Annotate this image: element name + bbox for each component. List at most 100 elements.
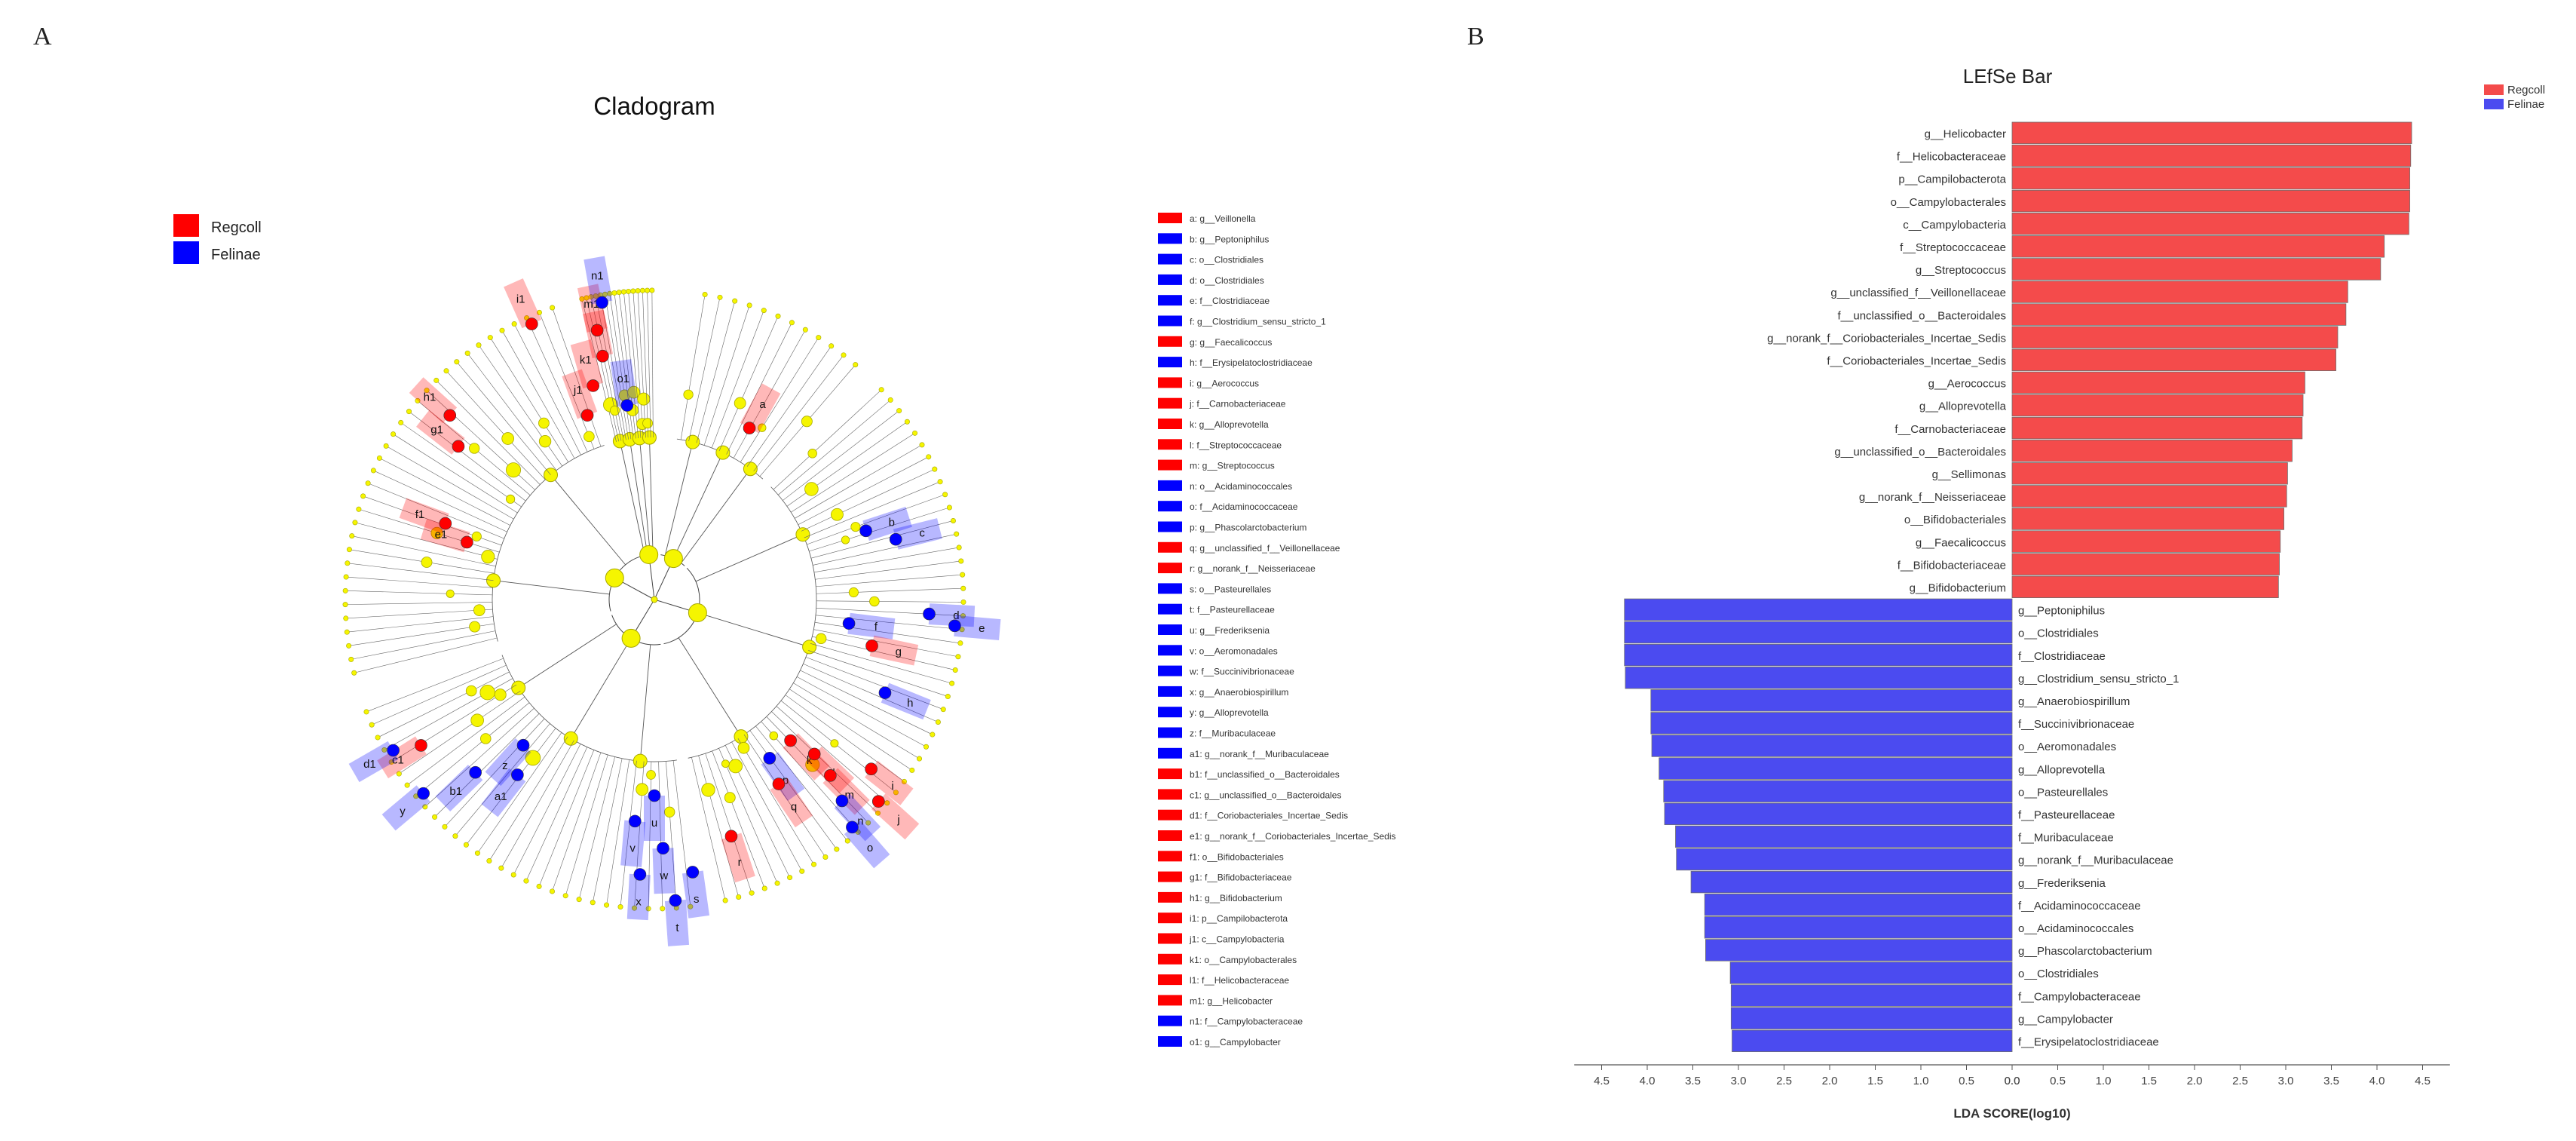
lefse-tick-label: 2.0	[1822, 1075, 1838, 1087]
biomarker-letter: c1	[392, 753, 404, 766]
tree-node	[469, 621, 481, 633]
key-swatch	[1158, 295, 1182, 306]
tree-leaf-node	[343, 574, 349, 580]
tree-leaf-branch	[812, 636, 956, 670]
key-entry-label: b1: f__unclassified_o__Bacteroidales	[1190, 769, 1340, 780]
tree-node	[511, 680, 526, 695]
tree-leaf-node	[660, 906, 666, 912]
tree-leaf-branch	[351, 630, 496, 660]
biomarker-letter: e	[979, 622, 985, 635]
tree-leaf-node	[761, 308, 767, 314]
lefse-bar-label: g__norank_f__Neisseriaceae	[1859, 491, 2006, 504]
tree-leaf-branch	[368, 483, 504, 539]
key-entry-label: e: f__Clostridiaceae	[1190, 296, 1270, 306]
lefse-bar-label: o__Acidaminococcales	[2018, 922, 2133, 935]
key-entry-label: f1: o__Bifidobacteriales	[1190, 851, 1284, 862]
tree-leaf-node	[352, 520, 358, 526]
tree-leaf-node	[370, 468, 376, 474]
tree-leaf-branch	[753, 354, 844, 472]
lefse-bar-regcoll-16	[2011, 485, 2287, 508]
tree-node	[802, 640, 817, 655]
key-entry-label: k: g__Alloprevotella	[1190, 419, 1269, 430]
tree-leaf-node	[442, 824, 448, 830]
lefse-bar-label: g__Aerococcus	[1928, 378, 2006, 391]
lefse-bar-chart: LEfSe Bar Regcoll Felinae g__Helicobacte…	[1574, 65, 2545, 1121]
tree-leaf-branch	[815, 615, 963, 630]
tree-node	[734, 729, 749, 744]
key-swatch	[1158, 213, 1182, 223]
tree-node	[721, 759, 730, 768]
key-swatch	[1158, 480, 1182, 491]
tree-leaf-branch	[501, 330, 575, 459]
tree-leaf-branch	[633, 290, 644, 438]
key-swatch	[1158, 871, 1182, 882]
tree-leaf-branch	[434, 713, 540, 817]
tree-node	[830, 739, 839, 748]
tree-leaf-node	[432, 814, 438, 820]
tree-leaf-branch	[785, 695, 905, 782]
tree-leaf-branch	[805, 657, 944, 710]
tree-leaf-node	[630, 288, 636, 294]
tree-leaf-node	[590, 900, 596, 906]
tree-leaf-node	[909, 767, 915, 773]
tree-leaf-node	[349, 533, 355, 539]
tree-leaf-branch	[444, 718, 545, 827]
tree-leaf-branch	[780, 700, 896, 793]
tree-leaf-node	[422, 804, 428, 810]
lefse-bar-label: f__Campylobacteraceae	[2018, 990, 2141, 1003]
lefse-bar-felinae-8	[1663, 780, 2013, 802]
tree-leaf-branch	[620, 760, 637, 907]
tree-node	[465, 685, 477, 697]
tree-leaf-branch	[703, 305, 750, 446]
tree-leaf-node	[853, 362, 859, 368]
lefse-bar-label: f__Muribaculaceae	[2018, 832, 2114, 845]
tree-leaf-branch	[581, 299, 617, 443]
tree-leaf-branch	[592, 758, 623, 903]
tree-leaf-node	[960, 599, 966, 605]
biomarker-node	[443, 409, 457, 422]
legend-label-regcoll: Regcoll	[211, 219, 262, 236]
tree-leaf-node	[949, 680, 955, 686]
lefse-tick-label: 0.0	[2005, 1075, 2020, 1087]
cladogram-key: a: g__Veillonella b: g__Peptoniphilus c: o…	[1158, 213, 1396, 1047]
tree-node	[446, 589, 455, 598]
tree-root	[651, 596, 658, 603]
biomarker-node	[763, 752, 776, 765]
tree-leaf-node	[404, 782, 410, 788]
biomarker-shade	[834, 793, 881, 842]
key-swatch	[1158, 645, 1182, 656]
tree-leaf-branch	[749, 730, 838, 850]
tree-node	[421, 557, 433, 568]
legend-swatch-felinae	[173, 241, 199, 264]
tree-leaf-branch	[590, 296, 622, 441]
tree-leaf-branch	[680, 294, 706, 440]
tree-leaf-node	[499, 327, 505, 333]
tree-leaf-node	[912, 430, 918, 436]
tree-leaf-node	[342, 587, 348, 594]
tree-leaf-branch	[345, 609, 493, 619]
tree-node	[471, 531, 482, 541]
biomarker-letter: v	[629, 842, 636, 855]
tree-node	[470, 713, 484, 727]
tree-branch	[550, 474, 626, 566]
lefse-tick-label: 2.0	[2187, 1075, 2203, 1087]
key-swatch	[1158, 809, 1182, 820]
key-entry-label: u: g__Frederiksenia	[1190, 625, 1270, 636]
biomarker-node	[686, 866, 700, 879]
lefse-bar-label: g__Helicobacter	[1925, 127, 2006, 140]
lefse-bar-regcoll-8	[2011, 303, 2347, 326]
tree-leaf-node	[487, 335, 493, 341]
tree-leaf-branch	[658, 761, 663, 909]
cladogram-highlights: abcdefghijklmnopqrstuvwxyza1b1c1d1e1f1g1…	[348, 256, 1001, 946]
tree-node	[848, 587, 859, 598]
biomarker-letter: y	[400, 805, 406, 817]
biomarker-shade	[377, 736, 427, 779]
lefse-tick-label: 4.0	[1640, 1075, 1656, 1087]
tree-leaf-branch	[606, 759, 630, 906]
key-entry-label: t: f__Pasteurellaceae	[1190, 605, 1275, 615]
tree-leaf-branch	[783, 410, 899, 501]
key-entry-label: l: f__Streptococcaceae	[1190, 440, 1282, 450]
biomarker-letter: a	[759, 398, 766, 411]
lefse-title: LEfSe Bar	[1963, 65, 2053, 87]
biomarker-shade	[348, 741, 399, 783]
